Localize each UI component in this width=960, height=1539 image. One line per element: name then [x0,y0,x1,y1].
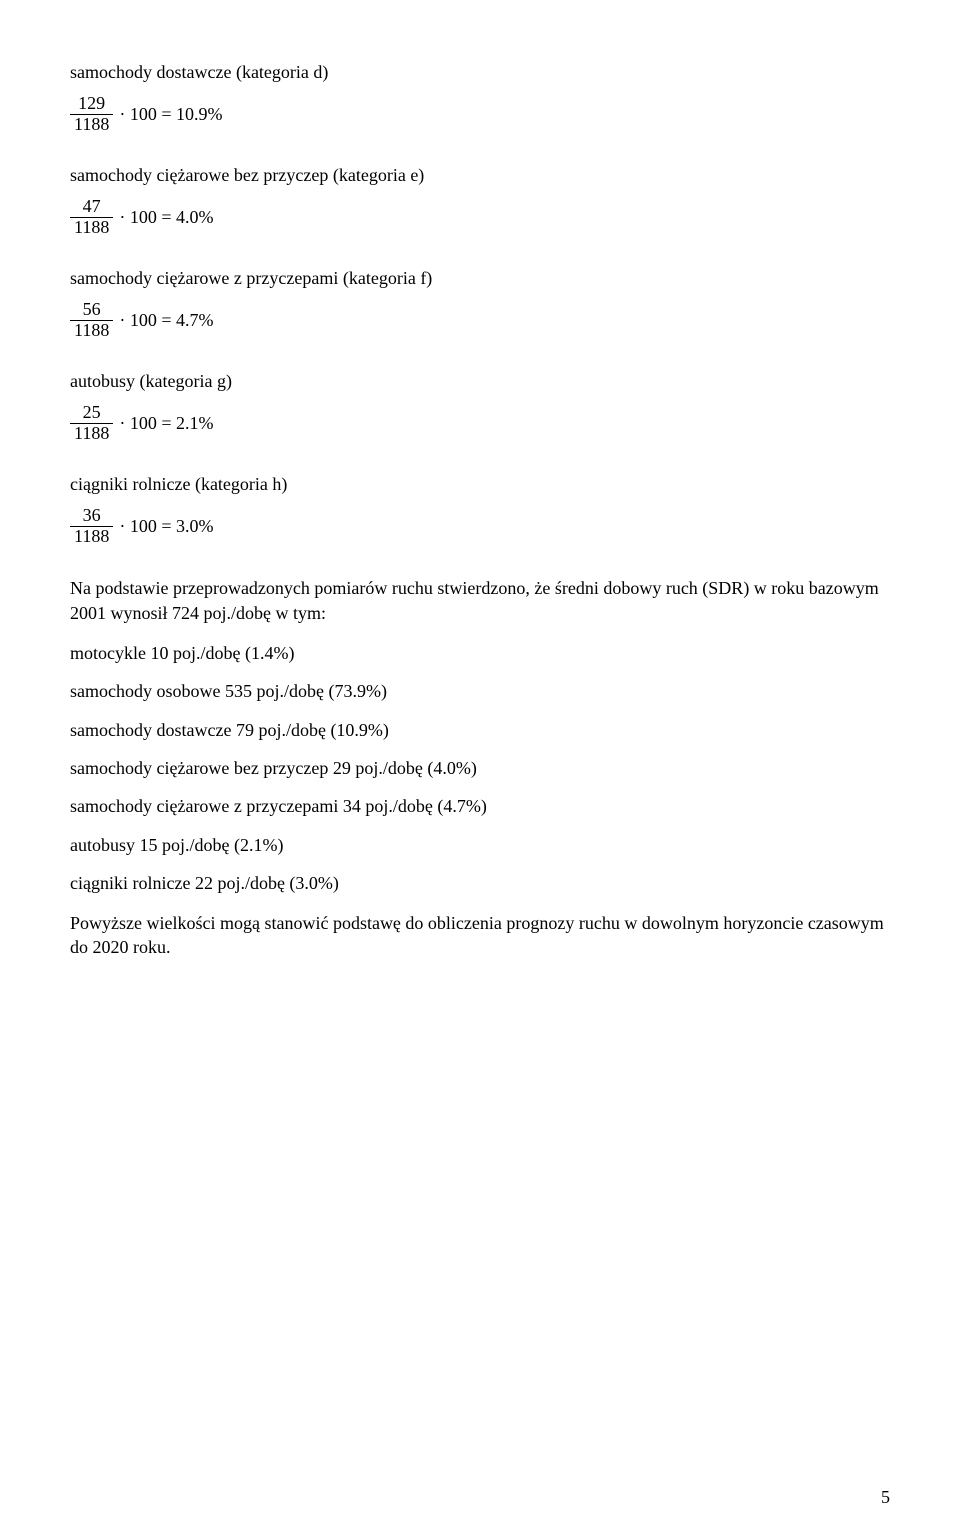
fraction-rhs: · 100 = 4.0% [119,205,213,229]
category-block: ciągniki rolnicze (kategoria h) 36 1188 … [70,472,890,547]
fraction: 47 1188 [70,197,113,238]
intro-paragraph: Na podstawie przeprowadzonych pomiarów r… [70,576,890,625]
category-label: ciągniki rolnicze (kategoria h) [70,472,890,496]
fraction-expression: 36 1188 · 100 = 3.0% [70,506,890,547]
fraction-expression: 56 1188 · 100 = 4.7% [70,300,890,341]
category-label: samochody dostawcze (kategoria d) [70,60,890,84]
closing-paragraph: Powyższe wielkości mogą stanowić podstaw… [70,911,890,960]
result-line: samochody dostawcze 79 poj./dobę (10.9%) [70,718,890,742]
fraction: 36 1188 [70,506,113,547]
fraction-rhs: · 100 = 4.7% [119,308,213,332]
result-line: samochody osobowe 535 poj./dobę (73.9%) [70,679,890,703]
fraction-numerator: 129 [74,94,109,114]
fraction-rhs: · 100 = 2.1% [119,411,213,435]
fraction-rhs: · 100 = 3.0% [119,514,213,538]
fraction-denominator: 1188 [70,424,113,444]
fraction-numerator: 56 [79,300,105,320]
category-label: samochody ciężarowe bez przyczep (katego… [70,163,890,187]
category-block: samochody dostawcze (kategoria d) 129 11… [70,60,890,135]
fraction: 25 1188 [70,403,113,444]
fraction: 56 1188 [70,300,113,341]
fraction-numerator: 47 [79,197,105,217]
category-label: samochody ciężarowe z przyczepami (kateg… [70,266,890,290]
fraction-denominator: 1188 [70,218,113,238]
result-line: samochody ciężarowe bez przyczep 29 poj.… [70,756,890,780]
category-block: samochody ciężarowe z przyczepami (kateg… [70,266,890,341]
fraction: 129 1188 [70,94,113,135]
result-line: samochody ciężarowe z przyczepami 34 poj… [70,794,890,818]
category-block: samochody ciężarowe bez przyczep (katego… [70,163,890,238]
category-block: autobusy (kategoria g) 25 1188 · 100 = 2… [70,369,890,444]
fraction-numerator: 25 [79,403,105,423]
category-label: autobusy (kategoria g) [70,369,890,393]
fraction-expression: 25 1188 · 100 = 2.1% [70,403,890,444]
fraction-expression: 129 1188 · 100 = 10.9% [70,94,890,135]
result-line: motocykle 10 poj./dobę (1.4%) [70,641,890,665]
page-number: 5 [881,1485,890,1509]
fraction-expression: 47 1188 · 100 = 4.0% [70,197,890,238]
fraction-rhs: · 100 = 10.9% [119,102,222,126]
result-line: autobusy 15 poj./dobę (2.1%) [70,833,890,857]
fraction-denominator: 1188 [70,115,113,135]
fraction-denominator: 1188 [70,321,113,341]
result-line: ciągniki rolnicze 22 poj./dobę (3.0%) [70,871,890,895]
fraction-denominator: 1188 [70,527,113,547]
fraction-numerator: 36 [79,506,105,526]
